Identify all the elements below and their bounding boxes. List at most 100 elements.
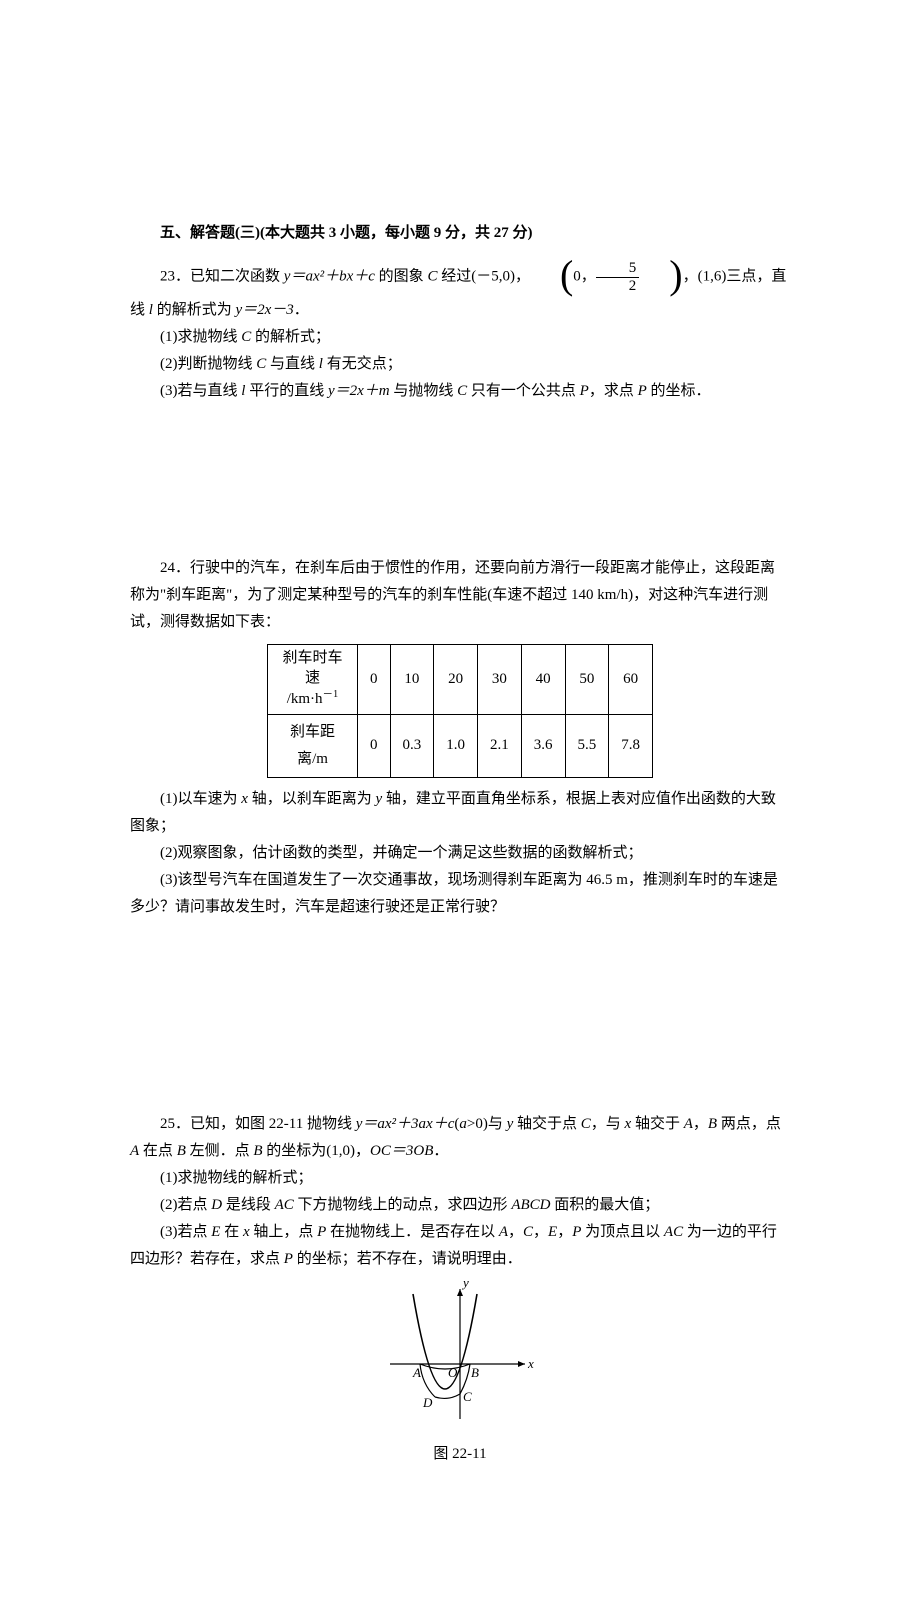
p25-sub2-c: 下方抛物线上的动点，求四边形 [294, 1197, 512, 1213]
p25-A2: A [130, 1143, 139, 1159]
p25-sub3: (3)若点 E 在 x 轴上，点 P 在抛物线上．是否存在以 A，C，E，P 为… [130, 1219, 790, 1273]
p25-sub2: (2)若点 D 是线段 AC 下方抛物线上的动点，求四边形 ABCD 面积的最大… [130, 1192, 790, 1219]
p23-paren-l: ( [530, 255, 573, 295]
p23-t5: 的解析式为 [153, 302, 236, 318]
p23-pt2pre: 0， [573, 268, 596, 284]
p23-sub3-tail: 的坐标． [647, 383, 711, 399]
spacer-23-24 [130, 445, 790, 555]
p23-eqline: y＝2x－3 [235, 302, 293, 318]
p25-oc: OC＝3OB [370, 1143, 433, 1159]
p24-r2-c5: 5.5 [565, 714, 609, 777]
p24-r2-c2: 1.0 [434, 714, 478, 777]
p25-sub3-d: 在抛物线上．是否存在以 [326, 1224, 499, 1240]
p25-sub1-label: (1) [160, 1170, 178, 1186]
p25-sub3-AC: AC [664, 1224, 683, 1240]
p23-sub3-c: C [457, 383, 467, 399]
p24-sub1-a: 以车速为 [178, 791, 242, 807]
p25-main: 25．已知，如图 22-11 抛物线 y＝ax²＋3ax＋c(a>0)与 y 轴… [130, 1111, 790, 1165]
p23-eq1: y＝ax²＋bx＋c [284, 268, 375, 284]
p25-ma: 已知，如图 22-11 抛物线 [190, 1116, 356, 1132]
p24-sub1-label: (1) [160, 791, 178, 807]
p23-sub3-p2: P [638, 383, 647, 399]
problem-23-main: 23．已知二次函数 y＝ax²＋bx＋c 的图象 C 经过(－5,0)，(0， … [130, 257, 790, 324]
p24-sub3: (3)该型号汽车在国道发生了一次交通事故，现场测得刹车距离为 46.5 m，推测… [130, 867, 790, 921]
p25-sub3-b: 在 [220, 1224, 243, 1240]
p23-paren-r: ) [639, 255, 682, 295]
p23-sub3: (3)若与直线 l 平行的直线 y＝2x＋m 与抛物线 C 只有一个公共点 P，… [130, 378, 790, 405]
p23-sub2-mid: 与直线 [266, 356, 319, 372]
p25-sub2-label: (2) [160, 1197, 178, 1213]
p25-sub3-e: ， [508, 1224, 523, 1240]
p25-sub2-d: 面积的最大值； [550, 1197, 659, 1213]
p24-sub2: (2)观察图象，估计函数的类型，并确定一个满足这些数据的函数解析式； [130, 840, 790, 867]
p25-sub3-f: ， [533, 1224, 548, 1240]
point-D-label: D [422, 1395, 433, 1410]
p24-r2-c1: 0.3 [390, 714, 434, 777]
p24-r1-header-l2: /km·h－1 [287, 691, 339, 707]
p24-r2-c6: 7.8 [609, 714, 653, 777]
axis-x-label: x [527, 1356, 534, 1371]
p23-sub3-mid4: ，求点 [589, 383, 638, 399]
p24-r1-c5: 50 [565, 645, 609, 715]
p23-sub3-mid: 平行的直线 [245, 383, 328, 399]
p23-sub1-c: C [241, 329, 251, 345]
axis-y-label: y [461, 1279, 469, 1290]
p24-r1-header: 刹车时车速 /km·h－1 [268, 645, 358, 715]
p25-gt: >0)与 [467, 1116, 507, 1132]
p24-sub2-label: (2) [160, 845, 178, 861]
p23-sub3-label: (3) [160, 383, 178, 399]
p25-sub3-C: C [523, 1224, 533, 1240]
p25-sub3-P3: P [284, 1251, 293, 1267]
p24-sub1: (1)以车速为 x 轴，以刹车距离为 y 轴，建立平面直角坐标系，根据上表对应值… [130, 786, 790, 840]
point-A-label: A [412, 1365, 421, 1380]
p24-number: 24． [160, 560, 190, 576]
p24-r1-sup: －1 [323, 689, 339, 700]
p25-B: B [708, 1116, 717, 1132]
p24-r1-c6: 60 [609, 645, 653, 715]
p25-mc: ，与 [591, 1116, 625, 1132]
point-C-label: C [463, 1389, 472, 1404]
spacer-24-25 [130, 961, 790, 1111]
p25-sub3-x: x [243, 1224, 250, 1240]
p25-sub3-g: ， [557, 1224, 572, 1240]
p25-cond: a [459, 1116, 467, 1132]
p23-sub1-text: 求抛物线 [178, 329, 242, 345]
p25-mj: ． [433, 1143, 448, 1159]
p25-mf: 两点，点 [717, 1116, 781, 1132]
p23-sub1: (1)求抛物线 C 的解析式； [130, 324, 790, 351]
p24-r1-c2: 20 [434, 645, 478, 715]
p24-r1-c3: 30 [478, 645, 522, 715]
p25-sub1: (1)求抛物线的解析式； [130, 1165, 790, 1192]
p23-t6: ． [294, 302, 309, 318]
p25-eq1: y＝ax²＋3ax＋c [356, 1116, 455, 1132]
p25-sub2-AC: AC [275, 1197, 294, 1213]
p23-sub2-c: C [256, 356, 266, 372]
p23-frac-num: 5 [596, 260, 640, 278]
p25-C: C [581, 1116, 591, 1132]
p23-sub3-mid2: 与抛物线 [390, 383, 458, 399]
p25-sub1-text: 求抛物线的解析式； [178, 1170, 313, 1186]
p25-B2: B [177, 1143, 186, 1159]
p24-text: 行驶中的汽车，在刹车后由于惯性的作用，还要向前方滑行一段距离才能停止，这段距离称… [130, 560, 775, 630]
problem-24: 24．行驶中的汽车，在刹车后由于惯性的作用，还要向前方滑行一段距离才能停止，这段… [130, 555, 790, 921]
p23-sub1-tail: 的解析式； [251, 329, 330, 345]
p25-number: 25． [160, 1116, 190, 1132]
p25-sub3-P: P [317, 1224, 326, 1240]
p23-C: C [427, 268, 437, 284]
p25-md: 轴交于 [631, 1116, 684, 1132]
p25-mi: 的坐标为(1,0)， [263, 1143, 371, 1159]
p23-sub3-eq: y＝2x＋m [328, 383, 390, 399]
p25-A: A [684, 1116, 693, 1132]
p24-r2-c0: 0 [358, 714, 391, 777]
p23-t3: 经过(－5,0)， [437, 268, 530, 284]
p23-sub1-label: (1) [160, 329, 178, 345]
p23-sub2-text: 判断抛物线 [178, 356, 257, 372]
p23-sub3-text: 若与直线 [178, 383, 242, 399]
point-O-label: O [448, 1365, 458, 1380]
p25-mh: 左侧．点 [186, 1143, 254, 1159]
figure-caption: 图 22-11 [130, 1441, 790, 1468]
p24-r1-c1: 10 [390, 645, 434, 715]
p24-sub3-label: (3) [160, 872, 178, 888]
p24-table: 刹车时车速 /km·h－1 0 10 20 30 40 50 60 刹车距离/m… [267, 644, 653, 778]
p23-sub3-mid3: 只有一个公共点 [467, 383, 580, 399]
